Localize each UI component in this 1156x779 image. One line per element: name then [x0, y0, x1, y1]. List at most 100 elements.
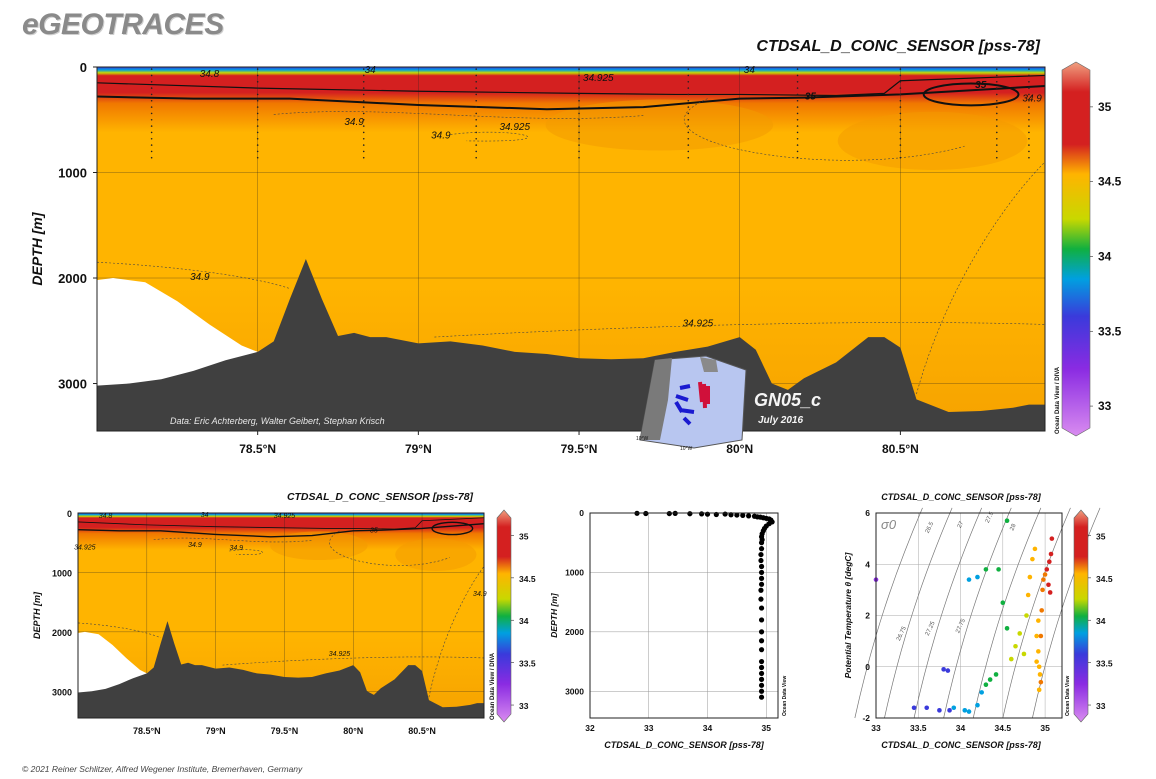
sigma-label: σ0 [881, 517, 897, 532]
ts-point [945, 668, 951, 673]
sample-dot [256, 87, 259, 89]
sample-dot [1028, 125, 1030, 127]
contour-label: 34.925 [329, 651, 351, 658]
contour-label: 34 [201, 512, 209, 519]
profile-point [758, 551, 764, 558]
sample-dot [995, 125, 998, 127]
sample-dot [150, 156, 153, 159]
sample-dot [687, 118, 690, 121]
sample-dot [578, 125, 580, 127]
contour-label: 35 [975, 80, 987, 91]
sample-dot [256, 74, 259, 77]
ts-point [975, 574, 980, 580]
sample-dot [475, 131, 478, 134]
sample-dot [796, 99, 799, 102]
contour-35 [77, 522, 485, 538]
x-tick-label: 79.5°N [271, 726, 299, 736]
y-axis-title: DEPTH [m] [32, 591, 42, 639]
profile-point [699, 511, 705, 517]
colorbar-tick-label: 33 [1098, 399, 1112, 413]
x-axis-title: CTDSAL_D_CONC_SENSOR [pss-78] [881, 740, 1042, 750]
sample-dot [687, 112, 690, 115]
y-tick-label: 2000 [52, 628, 72, 638]
sample-dot [256, 93, 259, 96]
sample-dot [899, 106, 902, 108]
sample-dot [150, 150, 153, 153]
salinity-patch [545, 99, 774, 151]
isopycnal-line [1002, 507, 1071, 719]
profile-point [758, 638, 765, 644]
plot-frame [875, 512, 1063, 719]
contour-line [916, 161, 1046, 395]
y-tick-label: 2 [865, 611, 870, 621]
sample-dot [475, 80, 478, 83]
sample-dot [687, 74, 690, 77]
sample-dot [796, 93, 799, 96]
contour-label: 34.925 [583, 73, 614, 84]
sample-dot [256, 131, 259, 134]
contour-line [329, 530, 450, 566]
sample-dot [899, 87, 902, 89]
y-tick-label: 2000 [565, 627, 584, 637]
y-tick-label: 2000 [58, 271, 87, 286]
x-tick-label: 78.5°N [133, 726, 161, 736]
sample-dot [995, 106, 998, 108]
ts-point [993, 672, 999, 677]
x-tick-label: 35 [762, 723, 772, 733]
profile-point [758, 682, 765, 688]
sample-dot [796, 118, 799, 121]
x-tick-label: 32 [585, 723, 595, 733]
sample-dot [475, 106, 478, 108]
contour-label: 34.9 [431, 131, 451, 142]
sample-dot [475, 74, 478, 77]
ts-point [1000, 600, 1006, 605]
ts-point [975, 702, 980, 708]
ts-point [983, 567, 989, 572]
sample-dot [687, 106, 690, 108]
profile-point [758, 575, 765, 581]
sample-dot [362, 150, 365, 153]
x-tick-label: 33 [644, 723, 654, 733]
profile-point [666, 510, 672, 517]
sample-dot [1028, 93, 1030, 96]
sample-dot [995, 74, 998, 77]
colorbar-tick-label: 35 [1098, 100, 1112, 114]
colorbar-tick-label: 35 [1096, 531, 1106, 541]
sample-dot [150, 99, 153, 102]
sample-dot [796, 112, 799, 115]
sample-dot [995, 156, 998, 159]
x-tick-label: 33 [871, 723, 881, 733]
contour-line [684, 98, 965, 161]
sample-dot [475, 125, 478, 127]
profile-point [758, 540, 765, 546]
cruise-track-red [698, 381, 710, 409]
sample-dot [578, 87, 580, 89]
ts-point [1021, 651, 1027, 657]
sample-dot [256, 125, 259, 127]
ts-point [1039, 608, 1045, 613]
salinity-patch [837, 111, 1028, 170]
x-tick-label: 80°N [726, 442, 753, 456]
y-tick-label: 0 [865, 662, 870, 672]
profile-point [758, 546, 765, 552]
colorbar-tick-label: 34 [1098, 249, 1112, 263]
sample-dot [899, 156, 902, 159]
sample-dot [256, 106, 259, 108]
plot-frame [589, 512, 779, 719]
ts-point [924, 705, 930, 711]
sample-dot [1028, 106, 1030, 108]
profile-point [687, 511, 693, 517]
isopycnal-line [854, 507, 923, 719]
sample-dot [362, 118, 365, 121]
y-tick-label: 1000 [565, 567, 584, 577]
cruise-track-blue [674, 384, 695, 426]
sample-dot [1028, 144, 1030, 146]
sample-dot [899, 68, 902, 70]
profile-point [758, 605, 765, 611]
ts-point [911, 705, 917, 711]
ts-point [1046, 582, 1051, 588]
sample-dot [362, 112, 365, 115]
cruise-label: GN05_c [754, 390, 821, 410]
y-tick-label: 0 [80, 60, 87, 75]
ts-point [1040, 587, 1045, 593]
